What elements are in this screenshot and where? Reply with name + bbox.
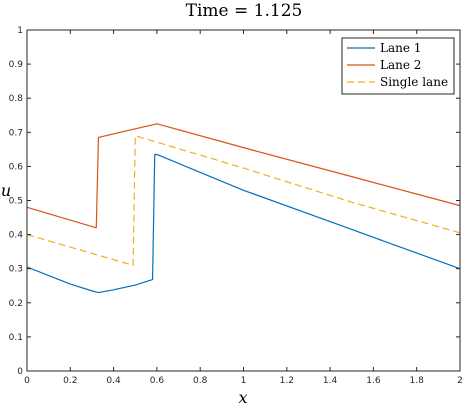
y-axis-title: u	[1, 181, 11, 200]
series-layer	[26, 123, 461, 294]
x-tick-label: 0.2	[63, 376, 77, 386]
x-tick-label: 0	[24, 376, 30, 386]
y-tick-label: 0.2	[9, 299, 23, 309]
y-tick-label: 0.3	[9, 265, 23, 275]
x-axis-title: x	[238, 388, 247, 405]
x-tick-label: 1.4	[323, 376, 338, 386]
x-tick-label: 1.2	[280, 376, 294, 386]
y-tick-label: 0.7	[9, 128, 23, 138]
legend-label: Single lane	[380, 75, 448, 89]
x-tick-label: 1.6	[366, 376, 381, 386]
x-tick-label: 0.6	[150, 376, 165, 386]
x-tick-label: 0.4	[106, 376, 121, 386]
y-tick-label: 0	[17, 367, 23, 377]
axes-layer: 0 0.2 0.4 0.6 0.8 1 1.2 1.4 1.6 1.8 2 0 0.1 0.2 0.3 0.4…	[9, 26, 462, 386]
y-tick-label: 0.6	[9, 162, 24, 172]
y-tick-label: 0.9	[9, 60, 24, 70]
chart-title: Time = 1.125	[186, 1, 303, 21]
y-tick-label: 0.4	[9, 231, 24, 241]
y-tick-label: 0.1	[9, 333, 23, 343]
y-tick-label: 1	[17, 26, 23, 36]
x-tick-label: 2	[457, 376, 462, 386]
series-line-single-lane	[26, 135, 461, 266]
x-tick-label: 1	[241, 376, 247, 386]
x-tick-label: 1.8	[410, 376, 425, 386]
x-tick-label: 0.8	[193, 376, 208, 386]
y-tick-label: 0.8	[9, 94, 24, 104]
legend-label: Lane 1	[380, 41, 421, 55]
series-line-lane-2	[26, 123, 461, 229]
y-tick-label: 0.5	[9, 197, 23, 207]
series-line-lane-1	[26, 153, 461, 294]
legend: Lane 1 Lane 2 Single lane	[341, 37, 455, 95]
legend-box	[341, 37, 455, 95]
legend-label: Lane 2	[380, 58, 421, 72]
